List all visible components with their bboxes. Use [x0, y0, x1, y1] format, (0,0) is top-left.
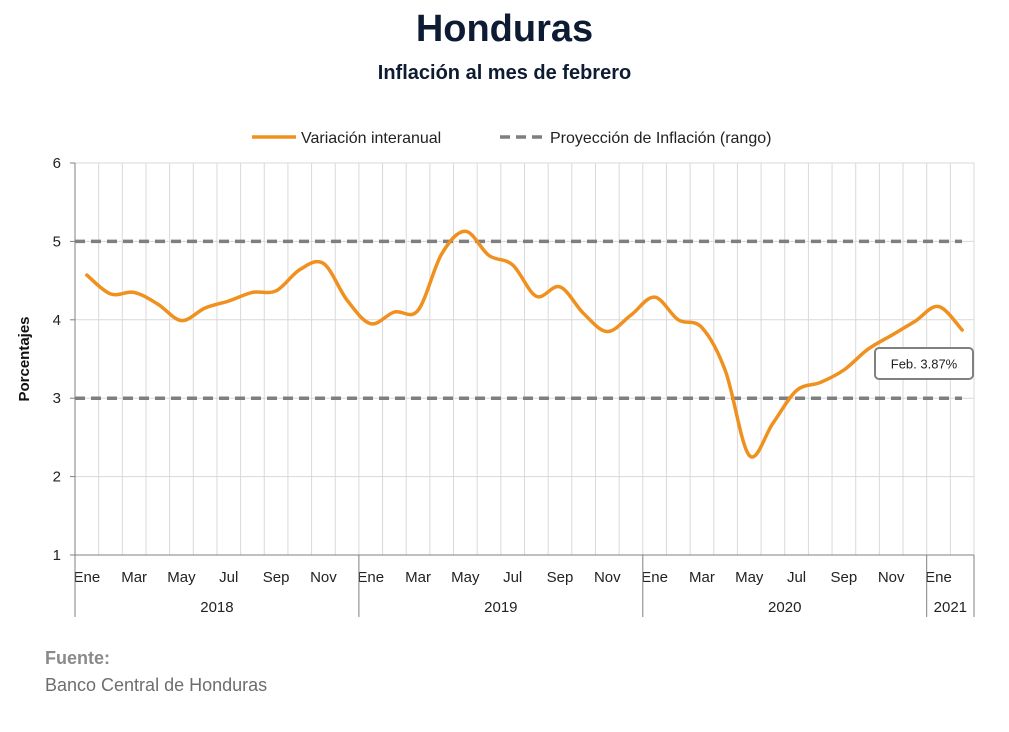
x-tick-label: Ene	[73, 569, 100, 586]
grid-lines	[74, 162, 975, 556]
data-point	[321, 261, 325, 265]
x-tick-label: May	[167, 569, 196, 586]
x-tick-label: Jul	[219, 569, 238, 586]
data-point	[369, 322, 373, 326]
y-tick-label: 3	[53, 390, 61, 407]
x-tick-label: Ene	[641, 569, 668, 586]
x-tick-label: Mar	[121, 569, 147, 586]
data-point	[582, 312, 586, 316]
data-point	[463, 229, 467, 233]
annotation-label: Feb. 3.87%	[891, 357, 958, 372]
data-point	[345, 298, 349, 302]
year-label: 2018	[200, 599, 233, 616]
annotation-box	[874, 347, 974, 380]
x-tick-label: Ene	[357, 569, 384, 586]
y-tick-label: 5	[53, 233, 61, 250]
data-point	[747, 453, 751, 457]
year-label: 2020	[768, 599, 801, 616]
y-tick-label: 4	[53, 312, 61, 329]
x-tick-label: Nov	[594, 569, 621, 586]
data-point	[724, 370, 728, 374]
data-point	[960, 328, 964, 332]
y-tick-label: 1	[53, 547, 61, 564]
x-tick-label: Nov	[878, 569, 905, 586]
data-point	[629, 313, 633, 317]
x-tick-label: Mar	[689, 569, 715, 586]
data-point	[889, 333, 893, 337]
x-tick-label: May	[451, 569, 480, 586]
x-tick-label: Sep	[263, 569, 290, 586]
data-point	[818, 381, 822, 385]
series-line-variacion-interanual	[85, 229, 964, 459]
data-point	[700, 326, 704, 330]
data-point	[85, 273, 89, 277]
data-point	[132, 290, 136, 294]
legend-label-variacion-interanual: Variación interanual	[301, 130, 441, 147]
data-point	[108, 292, 112, 296]
source-text: Banco Central de Honduras	[45, 675, 268, 695]
data-point	[274, 289, 278, 293]
data-point	[179, 319, 183, 323]
data-point	[605, 330, 609, 334]
data-point	[866, 348, 870, 352]
data-point	[795, 388, 799, 392]
x-tick-label: Ene	[925, 569, 952, 586]
data-point	[558, 285, 562, 289]
data-point	[534, 294, 538, 298]
x-tick-label: May	[735, 569, 764, 586]
y-tick-label: 6	[53, 155, 61, 172]
data-point	[487, 254, 491, 258]
data-point	[156, 302, 160, 306]
year-label: 2019	[484, 599, 517, 616]
data-point	[440, 252, 444, 256]
data-point	[298, 268, 302, 272]
x-tick-label: Jul	[503, 569, 522, 586]
data-point	[653, 295, 657, 299]
inflation-line-chart: 1 2 3 4 5 6 Porcentajes Ene Mar May Jul Sep Nov Ene Ma…	[16, 130, 975, 617]
year-label: 2021	[934, 599, 967, 616]
data-point	[676, 318, 680, 322]
data-point	[771, 421, 775, 425]
x-tick-label: Jul	[787, 569, 806, 586]
y-axis-label: Porcentajes	[16, 316, 33, 401]
data-point	[937, 304, 941, 308]
data-point	[416, 308, 420, 312]
source-label: Fuente:	[45, 648, 110, 668]
data-point	[203, 306, 207, 310]
x-tick-label: Mar	[405, 569, 431, 586]
data-point	[511, 263, 515, 267]
legend: Variación interanual Proyección de Inflac…	[252, 130, 771, 147]
axes: 1 2 3 4 5 6 Porcentajes Ene Mar May Jul Sep Nov Ene Ma…	[16, 155, 975, 617]
projection-range-lines	[75, 239, 962, 400]
legend-label-proyeccion: Proyección de Inflación (rango)	[550, 130, 771, 147]
chart-title: Honduras	[415, 8, 594, 50]
callout: Feb. 3.87%	[874, 347, 974, 380]
data-point	[227, 299, 231, 303]
data-point	[913, 319, 917, 323]
series-lines	[85, 229, 964, 459]
data-point	[842, 368, 846, 372]
data-point	[392, 310, 396, 314]
x-tick-label: Sep	[831, 569, 858, 586]
x-tick-label: Nov	[310, 569, 337, 586]
chart-subtitle: Inflación al mes de febrero	[377, 62, 632, 84]
x-tick-label: Sep	[547, 569, 574, 586]
data-point	[250, 290, 254, 294]
y-tick-label: 2	[53, 469, 61, 486]
